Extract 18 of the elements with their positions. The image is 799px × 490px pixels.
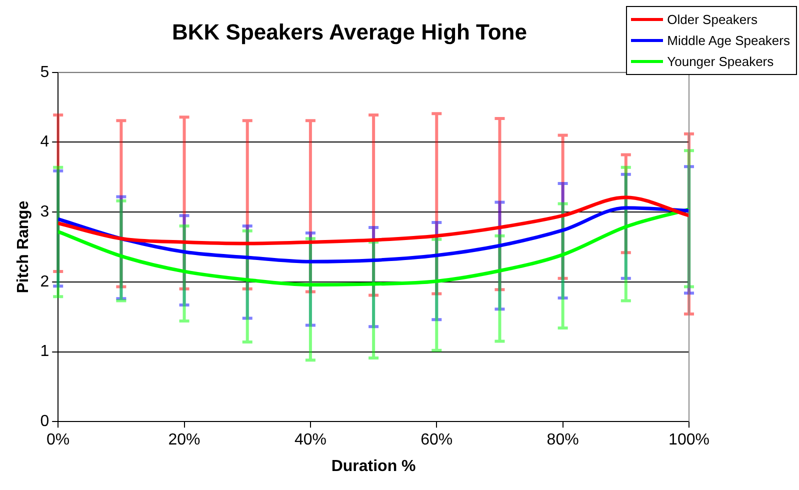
chart-title: BKK Speakers Average High Tone [172,19,527,44]
y-tick-label: 4 [40,134,50,151]
legend-label: Older Speakers [667,12,758,27]
x-axis-title: Duration % [331,458,416,475]
x-tick-label: 0% [46,432,70,449]
y-axis-title: Pitch Range [15,200,32,294]
x-tick-label: 40% [294,432,326,449]
legend-label: Younger Speakers [667,54,774,69]
x-tick-label: 60% [420,432,453,449]
y-tick-label: 0 [40,413,50,430]
x-tick-label: 80% [546,432,579,449]
y-tick-label: 2 [40,273,50,290]
y-tick-label: 3 [40,203,50,220]
x-tick-label: 20% [168,432,200,449]
y-tick-label: 1 [40,343,50,360]
y-tick-label: 5 [40,64,50,81]
legend-label: Middle Age Speakers [667,33,790,48]
x-tick-label: 100% [668,432,710,449]
